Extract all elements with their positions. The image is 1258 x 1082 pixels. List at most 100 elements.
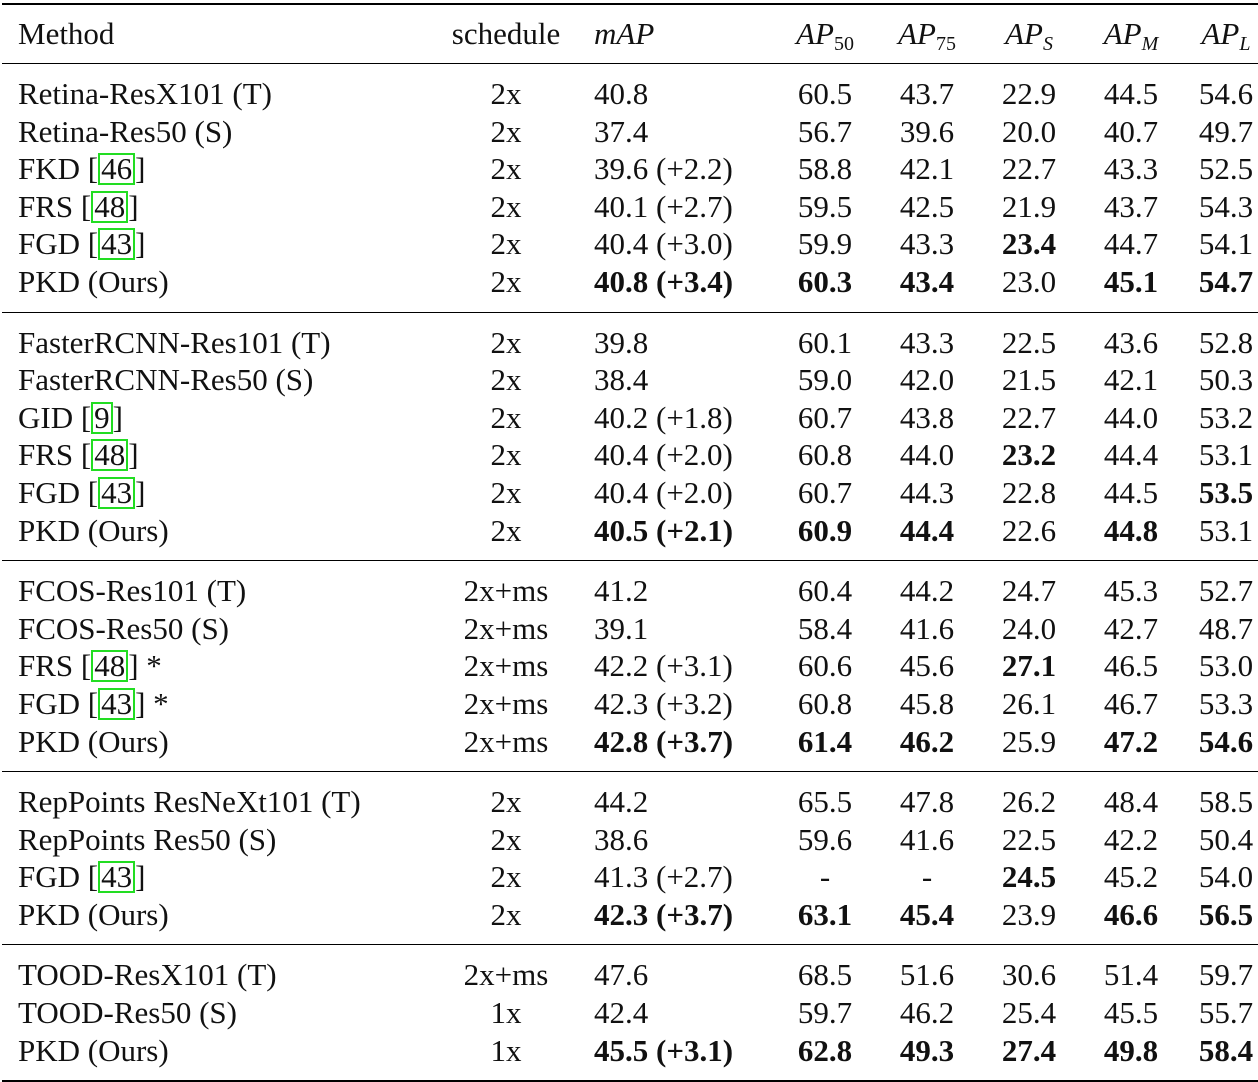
table-row: PKD (Ours) 2x 40.5 (+2.1) 60.9 44.4 22.6 44.8 5… (2, 512, 1258, 561)
table-row: FasterRCNN-Res50 (S) 2x 38.4 59.0 42.0 21.5 42… (2, 361, 1258, 399)
header-row: Method schedule mAP AP50 AP75 APS APM AP… (2, 4, 1258, 64)
cell-apm: 46.7 (1103, 685, 1159, 721)
cell-method: FGD [43] (2, 225, 422, 263)
cell-ap75: 42.1 (899, 151, 955, 187)
cell-aps: 24.0 (1001, 610, 1057, 646)
cell-schedule: 2x (490, 474, 522, 510)
cell-map: 41.3 (+2.7) (594, 859, 733, 895)
cell-map: 40.4 (+2.0) (594, 474, 733, 510)
method-name: FasterRCNN-Res101 (T) (18, 324, 331, 360)
method-name: FCOS-Res50 (S) (18, 610, 230, 646)
header-apm-base: AP (1103, 16, 1142, 51)
cell-map: 42.4 (594, 995, 649, 1031)
cell-method: FRS [48] * (2, 647, 422, 685)
header-apl: APL (1182, 4, 1258, 64)
cell-method: FGD [43] * (2, 685, 422, 723)
cell-schedule: 2x (490, 362, 522, 398)
table-row: GID [9] 2x 40.2 (+1.8) 60.7 43.8 22.7 44.0 53.2 (2, 399, 1258, 437)
method-suffix: ] * (135, 685, 169, 721)
cell-schedule: 2x (490, 263, 522, 299)
cell-ap50: 56.7 (797, 113, 853, 149)
cell-map: 40.2 (+1.8) (594, 399, 733, 435)
cell-apm: 46.5 (1103, 648, 1159, 684)
header-apm: APM (1080, 4, 1182, 64)
cell-aps: 24.5 (1001, 859, 1057, 895)
cell-apm: 48.4 (1103, 784, 1159, 820)
cell-apm: 43.3 (1103, 151, 1159, 187)
cell-ap75: 43.8 (899, 399, 955, 435)
table-row: PKD (Ours) 2x+ms 42.8 (+3.7) 61.4 46.2 25.9 47… (2, 723, 1258, 772)
cell-ap75: 43.3 (899, 226, 955, 262)
results-table-container: Method schedule mAP AP50 AP75 APS APM AP… (0, 3, 1258, 1082)
cell-ap50: 60.8 (797, 685, 853, 721)
cell-apl: 54.6 (1198, 76, 1254, 111)
cell-schedule: 2x (490, 324, 522, 360)
citation-link[interactable]: 48 (91, 439, 129, 472)
cell-aps: 23.9 (1001, 896, 1057, 932)
citation-link[interactable]: 43 (98, 687, 136, 720)
cell-apl: 59.7 (1198, 957, 1254, 993)
cell-aps: 21.5 (1001, 362, 1057, 398)
cell-aps: 22.7 (1001, 399, 1057, 435)
cell-map: 40.4 (+2.0) (594, 437, 733, 473)
method-suffix: ] * (128, 648, 162, 684)
citation-link[interactable]: 43 (98, 228, 136, 261)
cell-apm: 43.6 (1103, 324, 1159, 360)
cell-ap50: 58.8 (797, 151, 853, 187)
table-group: RepPoints ResNeXt101 (T) 2x 44.2 65.5 47.8 26… (2, 772, 1258, 945)
citation-link[interactable]: 46 (98, 153, 136, 186)
table-row: PKD (Ours) 2x 40.8 (+3.4) 60.3 43.4 23.0 45.1 5… (2, 263, 1258, 312)
cell-method: TOOD-ResX101 (T) (2, 945, 422, 994)
cell-ap50: 59.7 (797, 995, 853, 1031)
cell-apl: 58.4 (1198, 1032, 1254, 1068)
cell-ap50: 60.4 (797, 573, 853, 609)
cell-aps: 27.1 (1001, 648, 1057, 684)
table-row: Retina-ResX101 (T) 2x 40.8 60.5 43.7 22.9 44.5… (2, 64, 1258, 113)
cell-apm: 44.5 (1103, 76, 1159, 111)
citation-link[interactable]: 48 (91, 190, 129, 223)
citation-link[interactable]: 43 (98, 476, 136, 509)
cell-method: FasterRCNN-Res101 (T) (2, 312, 422, 361)
header-schedule: schedule (451, 16, 561, 51)
cell-apl: 54.7 (1198, 263, 1254, 299)
cell-apm: 45.5 (1103, 995, 1159, 1031)
cell-method: FCOS-Res101 (T) (2, 561, 422, 610)
cell-apm: 45.2 (1103, 859, 1159, 895)
cell-apl: 52.7 (1198, 573, 1254, 609)
header-ap50-sub: 50 (833, 33, 854, 55)
cell-method: FGD [43] (2, 858, 422, 896)
cell-map: 45.5 (+3.1) (594, 1032, 734, 1068)
cell-schedule: 2x (490, 151, 522, 187)
cell-schedule: 2x (490, 399, 522, 435)
cell-schedule: 2x+ms (463, 723, 549, 759)
table-row: TOOD-ResX101 (T) 2x+ms 47.6 68.5 51.6 30.6 51.… (2, 945, 1258, 994)
header-ap50: AP50 (774, 4, 876, 64)
table-group: FCOS-Res101 (T) 2x+ms 41.2 60.4 44.2 24.7 45.3… (2, 561, 1258, 772)
table-row: PKD (Ours) 2x 42.3 (+3.7) 63.1 45.4 23.9 46.6 5… (2, 896, 1258, 945)
citation-link[interactable]: 9 (91, 401, 113, 434)
cell-apl: 53.1 (1198, 512, 1254, 548)
method-name: FRS [ (18, 648, 92, 684)
cell-method: FRS [48] (2, 436, 422, 474)
cell-schedule: 2x (490, 226, 522, 262)
citation-link[interactable]: 43 (98, 861, 136, 894)
cell-apm: 43.7 (1103, 188, 1159, 224)
cell-schedule: 2x (490, 821, 522, 857)
cell-schedule: 2x+ms (463, 685, 549, 721)
method-name: PKD (Ours) (18, 263, 169, 299)
cell-ap75: 43.4 (899, 263, 955, 299)
cell-ap75: 42.5 (899, 188, 955, 224)
table-row: FasterRCNN-Res101 (T) 2x 39.8 60.1 43.3 22.5 4… (2, 312, 1258, 361)
cell-ap50: 68.5 (797, 957, 853, 993)
method-name: PKD (Ours) (18, 723, 169, 759)
cell-ap75: 39.6 (899, 113, 955, 149)
cell-apm: 42.7 (1103, 610, 1159, 646)
cell-method: PKD (Ours) (2, 896, 422, 945)
cell-map: 40.8 (594, 76, 649, 111)
cell-map: 42.3 (+3.2) (594, 685, 733, 721)
header-map: mAP (594, 16, 655, 51)
citation-link[interactable]: 48 (91, 650, 129, 683)
header-aps-base: AP (1005, 16, 1043, 51)
header-ap50-base: AP (796, 16, 834, 51)
table-row: FGD [43] 2x 40.4 (+3.0) 59.9 43.3 23.4 44.7 54.… (2, 225, 1258, 263)
